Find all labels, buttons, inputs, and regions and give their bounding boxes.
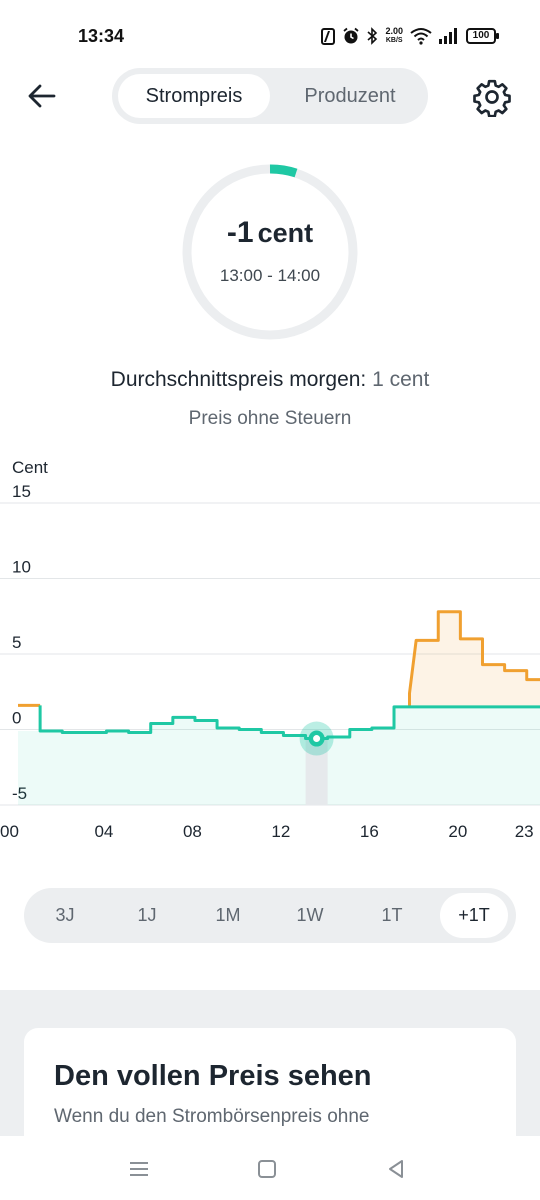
x-tick-label: 04 (94, 822, 113, 841)
orange-series-line (408, 610, 540, 707)
system-nav-bar (0, 1136, 540, 1200)
green-series-line (38, 705, 540, 741)
home-button[interactable] (252, 1154, 282, 1184)
selected-hour-band (305, 738, 328, 805)
settings-button[interactable] (472, 77, 512, 118)
card-text: Wenn du den Strombörsenpreis ohne (54, 1106, 370, 1127)
current-price-unit: cent (257, 218, 314, 248)
time-range-selector: 3J 1J 1M 1W 1T +1T (24, 888, 516, 943)
average-price-value: 1 cent (372, 368, 430, 391)
menu-icon (130, 1162, 148, 1176)
tab-strompreis[interactable]: Strompreis (118, 74, 270, 118)
y-tick-label: 10 (12, 558, 31, 577)
view-switcher: Strompreis Produzent (112, 68, 428, 124)
x-tick-label: 16 (360, 822, 379, 841)
selected-point-center (313, 735, 321, 743)
range-1j[interactable]: 1J (137, 905, 157, 925)
top-bar: Strompreis Produzent (0, 68, 540, 124)
range-1m[interactable]: 1M (215, 905, 241, 925)
full-price-card[interactable]: Den vollen Preis sehen Wenn du den Strom… (24, 1028, 516, 1136)
status-icons: 2.00 KB/S 100 (321, 24, 499, 48)
info-section: Den vollen Preis sehen Wenn du den Strom… (0, 990, 540, 1136)
wifi-icon (410, 28, 432, 45)
range-1t[interactable]: 1T (381, 905, 403, 925)
tab-produzent[interactable]: Produzent (304, 85, 396, 107)
tax-note: Preis ohne Steuern (188, 408, 352, 429)
back-button[interactable] (22, 78, 62, 114)
square-icon (258, 1160, 276, 1178)
y-tick-label: -5 (12, 784, 27, 803)
gear-icon (473, 79, 511, 118)
current-price: -1 cent (0, 216, 540, 250)
green-area-fill (18, 706, 540, 805)
signal-icon (439, 28, 457, 44)
x-tick-label: 00 (0, 822, 19, 841)
price-gauge (182, 164, 358, 340)
nfc-icon (321, 27, 336, 45)
triangle-back-icon (389, 1160, 403, 1178)
current-time-range: 13:00 - 14:00 (219, 266, 321, 285)
x-tick-label: 08 (183, 822, 202, 841)
status-time: 13:34 (78, 26, 125, 46)
average-price: Durchschnittspreis morgen: 1 cent (0, 368, 540, 392)
current-price-value: -1 (226, 216, 254, 249)
average-price-label: Durchschnittspreis morgen: (110, 368, 367, 391)
price-chart[interactable]: Cent 15 10 5 0 -5 00 04 08 12 16 20 23 (0, 455, 540, 845)
network-speed: 2.00 KB/S (385, 26, 403, 45)
bluetooth-icon (367, 27, 378, 45)
x-tick-label: 12 (271, 822, 290, 841)
x-tick-label: 23 (515, 822, 534, 841)
orange-area-fill (409, 611, 540, 707)
range-plus-1t[interactable]: +1T (440, 893, 508, 938)
alarm-icon (343, 27, 360, 44)
y-tick-label: 15 (12, 482, 31, 501)
arrow-left-icon (28, 84, 56, 108)
back-nav-button[interactable] (381, 1154, 411, 1184)
x-tick-label: 20 (448, 822, 467, 841)
status-bar: 13:34 2.00 KB/S 100 (0, 0, 540, 72)
range-1w[interactable]: 1W (296, 905, 324, 925)
y-tick-label: 0 (12, 709, 21, 728)
card-title: Den vollen Preis sehen (54, 1060, 372, 1092)
recent-apps-button[interactable] (124, 1154, 154, 1184)
gauge-progress-arc (269, 164, 298, 178)
range-3j[interactable]: 3J (55, 905, 75, 925)
y-tick-label: 5 (12, 633, 21, 652)
battery-indicator: 100 (466, 28, 499, 44)
y-axis-label: Cent (12, 458, 48, 477)
